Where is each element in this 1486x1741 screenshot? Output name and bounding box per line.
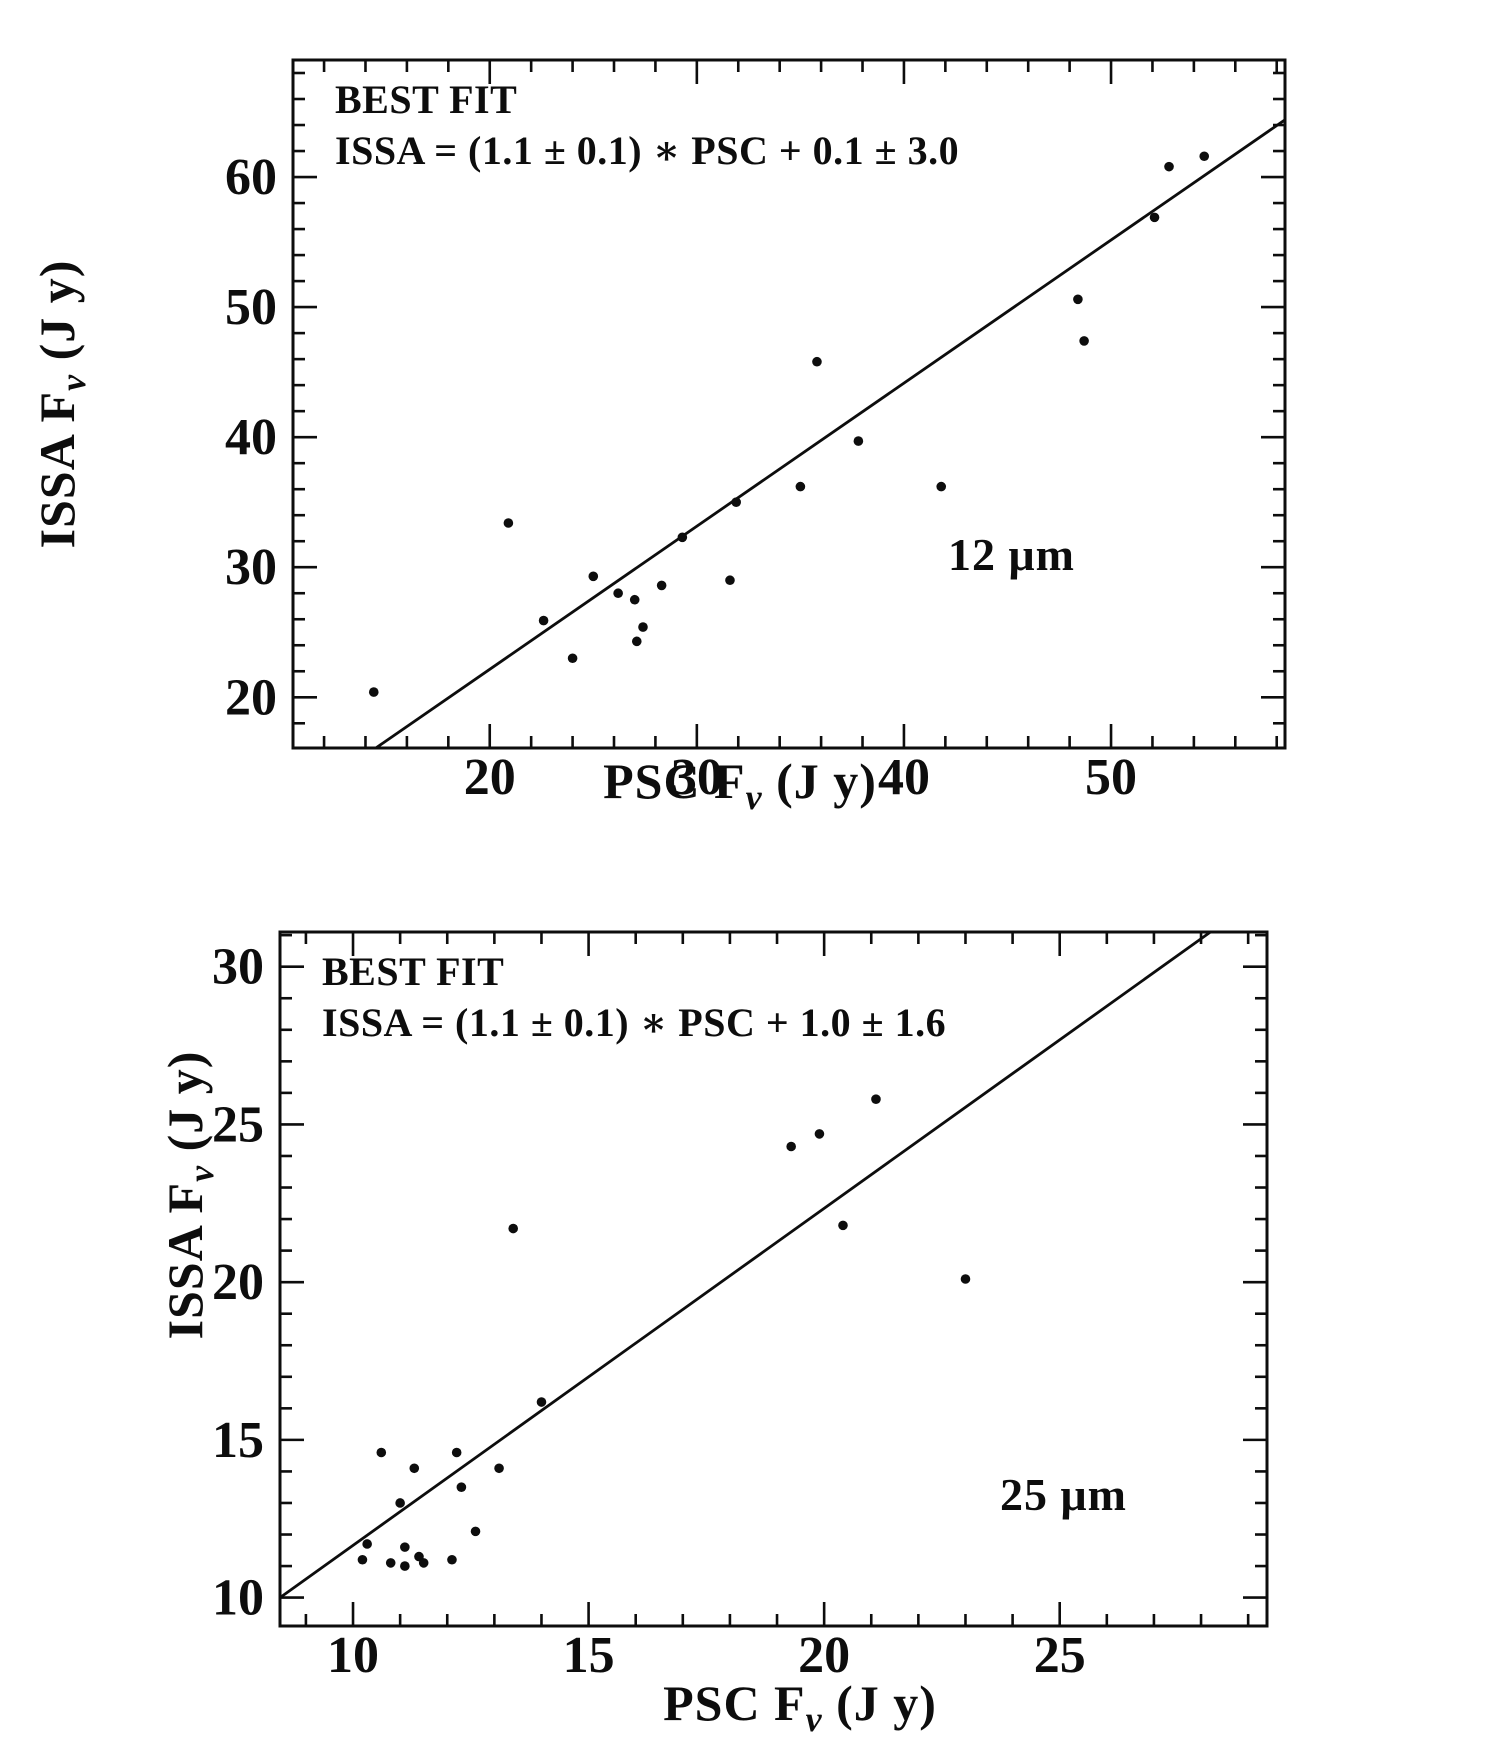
nu-subscript: ν xyxy=(745,777,763,817)
y-tick-label: 50 xyxy=(225,279,277,336)
x-axis-label-text: PSC F xyxy=(603,753,746,809)
y-axis-label-text: ISSA F xyxy=(157,1181,213,1340)
data-point xyxy=(725,575,735,586)
data-point xyxy=(567,653,578,664)
y-tick-label: 20 xyxy=(212,1254,264,1311)
y-axis-label-text: ISSA F xyxy=(29,390,85,549)
y-tick-label: 20 xyxy=(225,669,277,726)
y-tick-label: 25 xyxy=(212,1096,264,1153)
data-point xyxy=(503,518,514,528)
y-tick-label: 15 xyxy=(212,1412,264,1469)
x-axis-label-text: PSC F xyxy=(663,1675,806,1731)
data-point xyxy=(838,1220,848,1231)
x-tick-label: 30 xyxy=(671,749,723,806)
data-point xyxy=(812,356,822,367)
data-point xyxy=(400,1561,410,1571)
x-axis-label-unit: (J y) xyxy=(762,753,877,809)
data-point xyxy=(1149,212,1160,223)
x-tick-label: 40 xyxy=(878,749,930,806)
data-point xyxy=(853,436,864,446)
data-point xyxy=(538,615,549,626)
data-point xyxy=(447,1554,457,1565)
data-point xyxy=(470,1526,481,1537)
data-point xyxy=(795,481,806,492)
data-point xyxy=(936,481,947,492)
data-point xyxy=(814,1129,825,1139)
plot-frame xyxy=(291,58,1287,750)
best-fit-equation: ISSA = (1.1 ± 0.1) ∗ PSC + 1.0 ± 1.6 xyxy=(322,1000,947,1046)
data-point xyxy=(395,1498,405,1508)
data-point xyxy=(508,1223,519,1234)
data-point xyxy=(357,1554,368,1565)
data-point xyxy=(418,1558,429,1568)
data-point xyxy=(677,532,688,543)
best-fit-title: BEST FIT xyxy=(322,949,505,994)
y-tick-label: 30 xyxy=(212,939,264,996)
nu-subscript: ν xyxy=(805,1699,823,1739)
data-point xyxy=(368,687,379,697)
fit-line xyxy=(375,118,1286,750)
x-axis-label-top: PSC Fν (J y) xyxy=(500,752,980,815)
data-point xyxy=(362,1539,372,1549)
wavelength-label-25um: 25 μm xyxy=(1000,1469,1127,1520)
data-point xyxy=(786,1141,796,1152)
data-point xyxy=(613,588,623,599)
data-point xyxy=(451,1447,462,1458)
nu-subscript: ν xyxy=(181,1164,221,1182)
x-tick-label: 25 xyxy=(1034,1627,1086,1684)
data-point xyxy=(638,622,648,632)
x-tick-label: 20 xyxy=(464,749,516,806)
data-point xyxy=(960,1274,971,1284)
data-point xyxy=(1079,336,1089,346)
y-tick-label: 40 xyxy=(225,409,277,466)
data-point xyxy=(494,1463,504,1474)
nu-subscript: ν xyxy=(53,373,93,391)
data-point xyxy=(1073,294,1083,305)
x-tick-label: 50 xyxy=(1085,749,1137,806)
data-point xyxy=(409,1463,420,1474)
data-point xyxy=(536,1397,547,1407)
y-axis-label-top: ISSA Fν (J y) xyxy=(28,259,93,549)
data-point xyxy=(731,497,741,507)
data-point xyxy=(631,636,642,647)
y-axis-label-bottom: ISSA Fν (J y) xyxy=(156,1050,221,1340)
x-axis-label-bottom: PSC Fν (J y) xyxy=(560,1674,1040,1737)
best-fit-annotation-top: BEST FIT ISSA = (1.1 ± 0.1) ∗ PSC + 0.1 … xyxy=(335,74,959,176)
y-tick-label: 30 xyxy=(225,539,277,596)
data-point xyxy=(456,1482,467,1492)
y-tick-label: 10 xyxy=(212,1570,264,1627)
data-point xyxy=(588,571,599,582)
fit-line xyxy=(279,930,1212,1599)
x-axis-label-unit: (J y) xyxy=(822,1675,937,1731)
best-fit-title: BEST FIT xyxy=(335,77,518,122)
y-axis-label-unit: (J y) xyxy=(157,1050,213,1165)
x-tick-label: 10 xyxy=(327,1627,379,1684)
wavelength-label-12um: 12 μm xyxy=(948,529,1075,580)
best-fit-annotation-bottom: BEST FIT ISSA = (1.1 ± 0.1) ∗ PSC + 1.0 … xyxy=(322,946,946,1048)
y-tick-label: 60 xyxy=(225,149,277,206)
plot-frame xyxy=(278,930,1269,1628)
best-fit-equation: ISSA = (1.1 ± 0.1) ∗ PSC + 0.1 ± 3.0 xyxy=(335,128,960,174)
data-point xyxy=(1164,161,1174,172)
data-point xyxy=(656,580,667,591)
data-point xyxy=(385,1558,396,1568)
x-tick-label: 20 xyxy=(798,1627,850,1684)
data-point xyxy=(1199,151,1210,162)
data-point xyxy=(871,1094,881,1104)
data-point xyxy=(400,1542,410,1552)
x-tick-label: 15 xyxy=(563,1627,615,1684)
data-point xyxy=(629,594,640,605)
y-axis-label-unit: (J y) xyxy=(29,259,85,374)
data-point xyxy=(376,1447,387,1458)
